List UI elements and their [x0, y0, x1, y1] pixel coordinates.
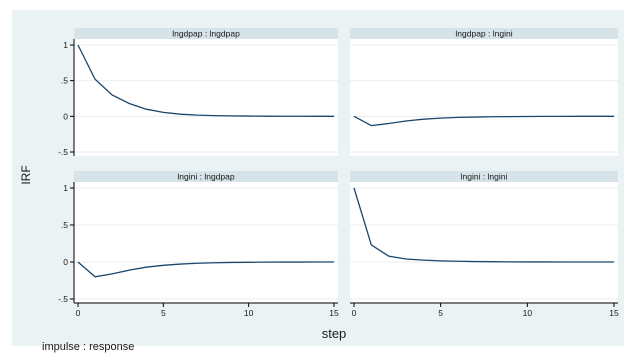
- y-tick-label: -.5: [58, 147, 68, 157]
- x-tick-label: 15: [609, 308, 619, 318]
- panel-plot-area: [350, 182, 618, 303]
- panel-title: lngini : lngdpap: [177, 172, 234, 182]
- x-axis-label: step: [322, 326, 347, 341]
- x-tick-label: 10: [244, 308, 254, 318]
- y-tick-label: .5: [61, 76, 68, 86]
- y-tick-label: 0: [63, 257, 68, 267]
- y-axis-label: IRF: [19, 165, 33, 184]
- panel-plot-area: [350, 39, 618, 156]
- irf-panel-3: lngini : lngdpap 1 .5 0 -.5 0 5 10 15: [58, 171, 339, 318]
- panel-title: lngdpap : lngini: [455, 29, 512, 39]
- x-tick-label: 0: [76, 308, 81, 318]
- panel-plot-area: [74, 182, 338, 303]
- irf-series-line: [353, 187, 614, 263]
- x-tick-label: 5: [161, 308, 166, 318]
- impulse-response-note: impulse : response: [42, 341, 134, 353]
- panel-grid: lngdpap : lngdpap 1 .5 0 -.5 lngdpap : lngini…: [58, 28, 619, 318]
- x-tick-label: 0: [352, 308, 357, 318]
- irf-panel-2: lngdpap : lngini: [350, 28, 618, 156]
- panel-title-strip: [74, 28, 338, 39]
- y-tick-label: 1: [63, 40, 68, 50]
- y-tick-label: 0: [63, 111, 68, 121]
- irf-series-line: [77, 44, 334, 117]
- irf-panel-4: lngini : lngini 0 5 10 15: [350, 171, 619, 318]
- x-tick-label: 15: [329, 308, 339, 318]
- panel-title-strip: [74, 171, 338, 182]
- irf-series-line: [77, 261, 334, 278]
- x-tick-label: 5: [438, 308, 443, 318]
- panel-title-strip: [350, 28, 618, 39]
- panel-title: lngdpap : lngdpap: [172, 29, 240, 39]
- y-tick-label: .5: [61, 220, 68, 230]
- y-tick-label: 1: [63, 183, 68, 193]
- y-tick-label: -.5: [58, 294, 68, 304]
- irf-panel-1: lngdpap : lngdpap 1 .5 0 -.5: [58, 28, 338, 157]
- panel-title-strip: [350, 171, 618, 182]
- panel-plot-area: [74, 39, 338, 156]
- irf-series-line: [353, 115, 614, 127]
- x-tick-label: 10: [523, 308, 533, 318]
- panel-title: lngini : lngini: [461, 172, 508, 182]
